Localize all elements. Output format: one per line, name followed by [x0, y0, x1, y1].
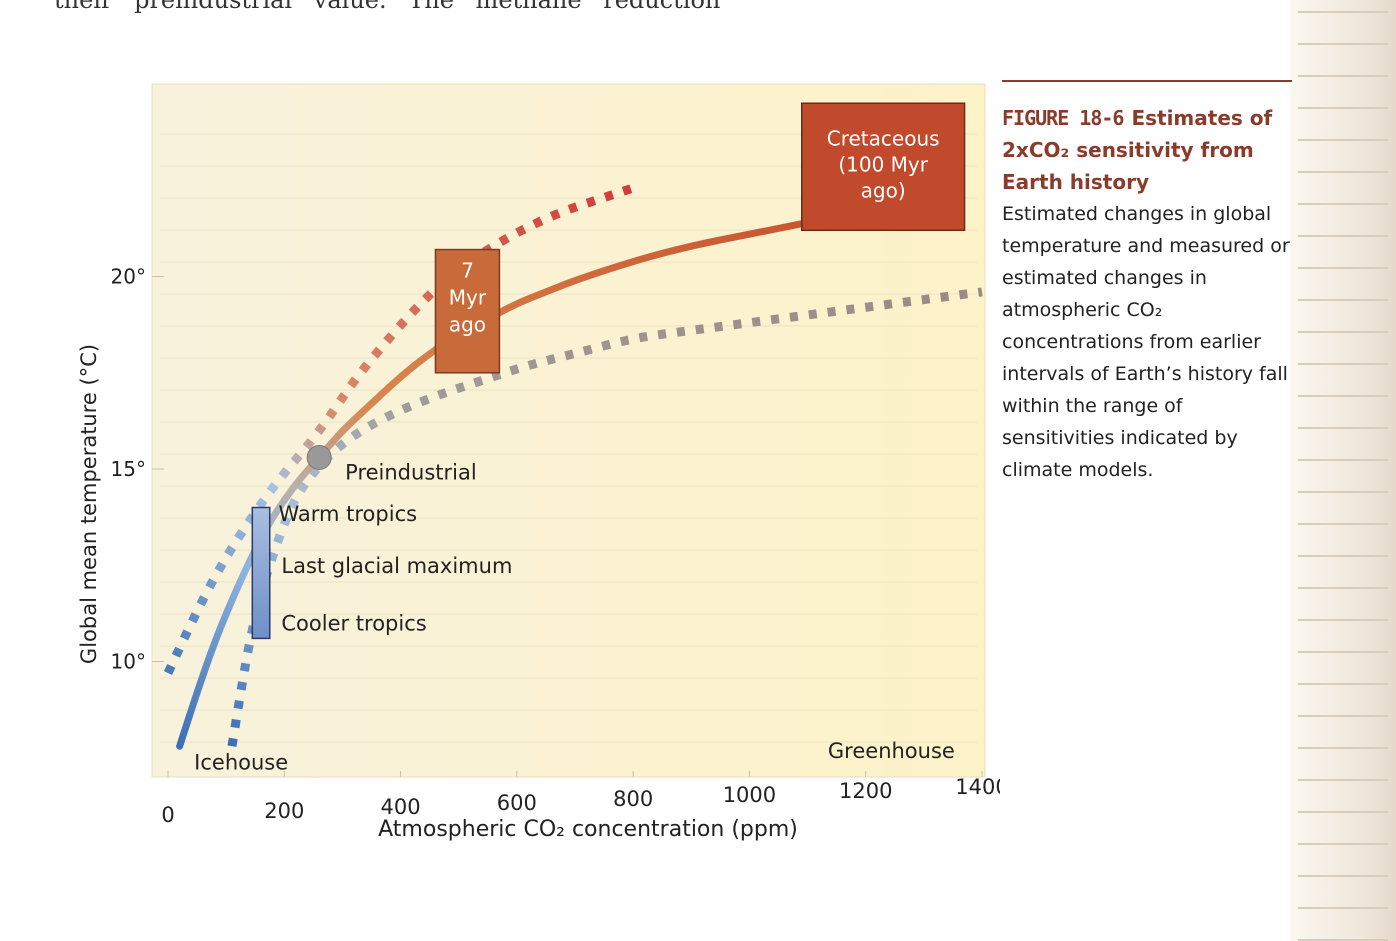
axes: 0 200 400 600 800 1000 1200 1400 10° 15° 20° [111, 265, 1000, 828]
co2-sensitivity-chart: 0 200 400 600 800 1000 1200 1400 10° 15° 20° 7 Myr a… [77, 83, 1000, 842]
preindustrial-marker [306, 444, 332, 470]
range-label-7-myr: ago [449, 313, 486, 337]
glacial-range-bar [251, 506, 271, 640]
x-tick-label: 1000 [723, 783, 776, 807]
figure-caption: FIGURE 18-6 Estimates of 2xCO₂ sensitivit… [1002, 80, 1292, 486]
x-tick-label: 1400 [955, 775, 1000, 799]
x-tick-label: 0 [161, 803, 174, 827]
y-tick-label: 15° [111, 457, 146, 481]
x-tick-label: 600 [497, 791, 537, 815]
x-tick-label: 800 [613, 787, 653, 811]
x-axis-title: Atmospheric CO₂ concentration (ppm) [378, 817, 798, 842]
annotation-label: Cooler tropics [281, 612, 426, 636]
adjacent-page-edge [1290, 0, 1396, 941]
background-page-text: their preindustrial value. The methane r… [54, 0, 721, 14]
annotation-label: Warm tropics [278, 502, 417, 526]
x-tick-label: 1200 [839, 779, 892, 803]
range-box-cretaceous [801, 102, 966, 232]
point-layer: Preindustrial [306, 444, 477, 484]
caption-title: FIGURE 18-6 Estimates of 2xCO₂ sensitivit… [1002, 102, 1292, 198]
x-tick-label: 400 [381, 795, 421, 819]
y-axis-title: Global mean temperature (°C) [77, 344, 101, 664]
range-label-7-myr: 7 [461, 259, 474, 283]
preindustrial-label: Preindustrial [345, 460, 477, 484]
annotation-layer: Warm tropics Last glacial maximum Cooler t… [194, 502, 955, 774]
range-label-cretaceous: ago) [861, 178, 906, 202]
y-axis-title-group: Global mean temperature (°C) [77, 344, 101, 664]
y-tick-label: 10° [111, 650, 146, 674]
range-label-cretaceous: (100 Myr [838, 152, 928, 176]
caption-title-text: Estimates of 2xCO₂ sensitivity from Eart… [1002, 106, 1273, 194]
annotation-label: Icehouse [194, 750, 288, 774]
x-axis-title-group: Atmospheric CO₂ concentration (ppm) [378, 817, 798, 842]
adjacent-page-shadow [1298, 11, 1388, 941]
y-tick-label: 20° [111, 265, 146, 289]
central-estimate-series [176, 219, 812, 750]
caption-body: Estimated changes in global temperature … [1002, 203, 1290, 481]
annotation-label: Last glacial maximum [281, 554, 512, 578]
x-tick-label: 200 [264, 799, 304, 823]
annotation-label: Greenhouse [828, 739, 955, 763]
caption-figure-label: FIGURE 18-6 [1002, 106, 1124, 130]
upper-bound-series [163, 183, 635, 675]
range-label-7-myr: Myr [449, 286, 487, 310]
range-label-cretaceous: Cretaceous [827, 126, 940, 150]
range-box-7-myr [434, 248, 501, 374]
